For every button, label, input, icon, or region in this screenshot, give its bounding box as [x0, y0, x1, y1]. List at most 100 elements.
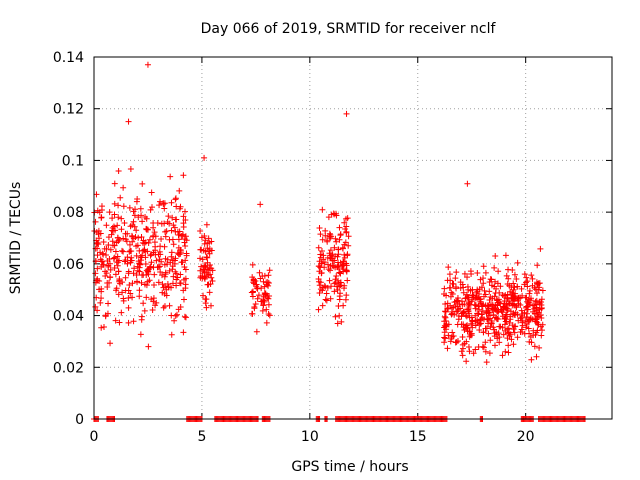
data-point	[515, 294, 522, 301]
data-point	[206, 245, 213, 252]
data-point	[461, 340, 468, 347]
data-point	[94, 307, 101, 314]
data-point	[530, 327, 537, 334]
data-point	[134, 263, 141, 270]
data-point	[150, 298, 157, 305]
data-point	[444, 277, 451, 284]
data-point	[491, 264, 498, 271]
data-point	[149, 204, 156, 211]
data-point	[109, 215, 116, 222]
data-point	[146, 277, 153, 284]
data-point	[174, 249, 181, 256]
data-point	[444, 305, 451, 312]
data-point	[114, 222, 121, 229]
data-point	[157, 198, 164, 205]
data-point	[172, 196, 179, 203]
data-point	[319, 302, 326, 309]
data-point	[491, 326, 498, 333]
data-point	[521, 271, 528, 278]
data-point	[120, 297, 127, 304]
data-point	[208, 238, 215, 245]
data-point	[153, 257, 160, 264]
data-point	[200, 292, 207, 299]
data-point	[337, 282, 344, 289]
data-point	[527, 333, 534, 340]
data-point	[480, 280, 487, 287]
data-point	[321, 264, 328, 271]
data-point	[125, 304, 132, 311]
data-point	[131, 265, 138, 272]
data-point	[256, 269, 263, 276]
data-point	[169, 280, 176, 287]
data-point	[503, 318, 510, 325]
data-point	[529, 275, 536, 282]
data-point	[136, 293, 143, 300]
data-point	[248, 310, 255, 317]
data-point	[464, 325, 471, 332]
data-point	[526, 290, 533, 297]
data-point	[535, 280, 542, 287]
data-point	[115, 214, 122, 221]
data-point	[465, 294, 472, 301]
data-point	[331, 288, 338, 295]
data-point	[158, 235, 165, 242]
data-point	[342, 225, 349, 232]
data-point	[253, 328, 260, 335]
data-point	[317, 279, 324, 286]
data-point	[177, 249, 184, 256]
data-point	[501, 315, 508, 322]
data-point	[321, 282, 328, 289]
data-point	[534, 262, 541, 269]
data-point	[536, 300, 543, 307]
data-point	[125, 319, 132, 326]
data-point	[442, 335, 449, 342]
data-point	[510, 341, 517, 348]
data-point	[320, 252, 327, 259]
data-point	[100, 238, 107, 245]
data-point	[249, 288, 256, 295]
data-point	[472, 305, 479, 312]
data-point	[455, 312, 462, 319]
data-point	[452, 275, 459, 282]
data-point	[252, 300, 259, 307]
data-point	[133, 272, 140, 279]
data-point	[524, 298, 531, 305]
data-point	[169, 236, 176, 243]
data-point	[262, 290, 269, 297]
data-point	[326, 255, 333, 262]
data-point	[476, 326, 483, 333]
data-point	[459, 352, 466, 359]
data-point	[505, 266, 512, 273]
data-point	[260, 297, 267, 304]
data-point	[344, 251, 351, 258]
data-point	[326, 277, 333, 284]
data-point	[323, 237, 330, 244]
data-point	[92, 303, 99, 310]
data-point	[524, 283, 531, 290]
data-point	[323, 297, 330, 304]
data-point	[173, 203, 180, 210]
data-point	[136, 287, 143, 294]
data-point	[335, 251, 342, 258]
data-point	[138, 234, 145, 241]
data-point	[454, 297, 461, 304]
data-point	[143, 267, 150, 274]
data-point	[204, 281, 211, 288]
data-point	[94, 265, 101, 272]
data-point	[509, 291, 516, 298]
data-point	[318, 248, 325, 255]
data-point	[524, 278, 531, 285]
data-point	[480, 301, 487, 308]
data-point	[166, 267, 173, 274]
data-point	[92, 270, 99, 277]
data-point	[138, 316, 145, 323]
y-tick-label: 0.08	[53, 205, 84, 221]
data-point	[168, 249, 175, 256]
data-point	[449, 280, 456, 287]
data-point	[336, 236, 343, 243]
data-point	[112, 271, 119, 278]
data-point	[115, 202, 122, 209]
data-point	[152, 251, 159, 258]
y-tick-label: 0.1	[62, 153, 84, 169]
data-point	[518, 285, 525, 292]
